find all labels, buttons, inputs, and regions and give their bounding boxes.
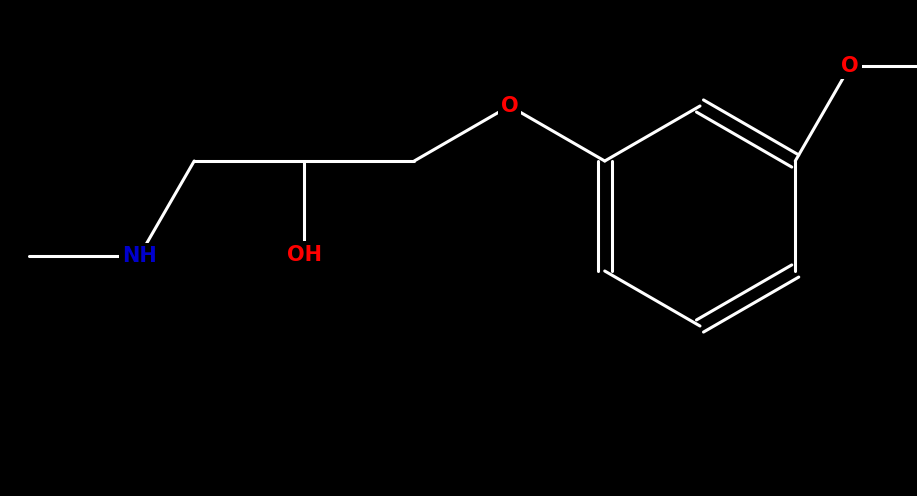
Text: NH: NH [122, 246, 157, 266]
Text: O: O [501, 96, 518, 116]
Text: O: O [842, 56, 859, 76]
Text: OH: OH [287, 245, 322, 264]
